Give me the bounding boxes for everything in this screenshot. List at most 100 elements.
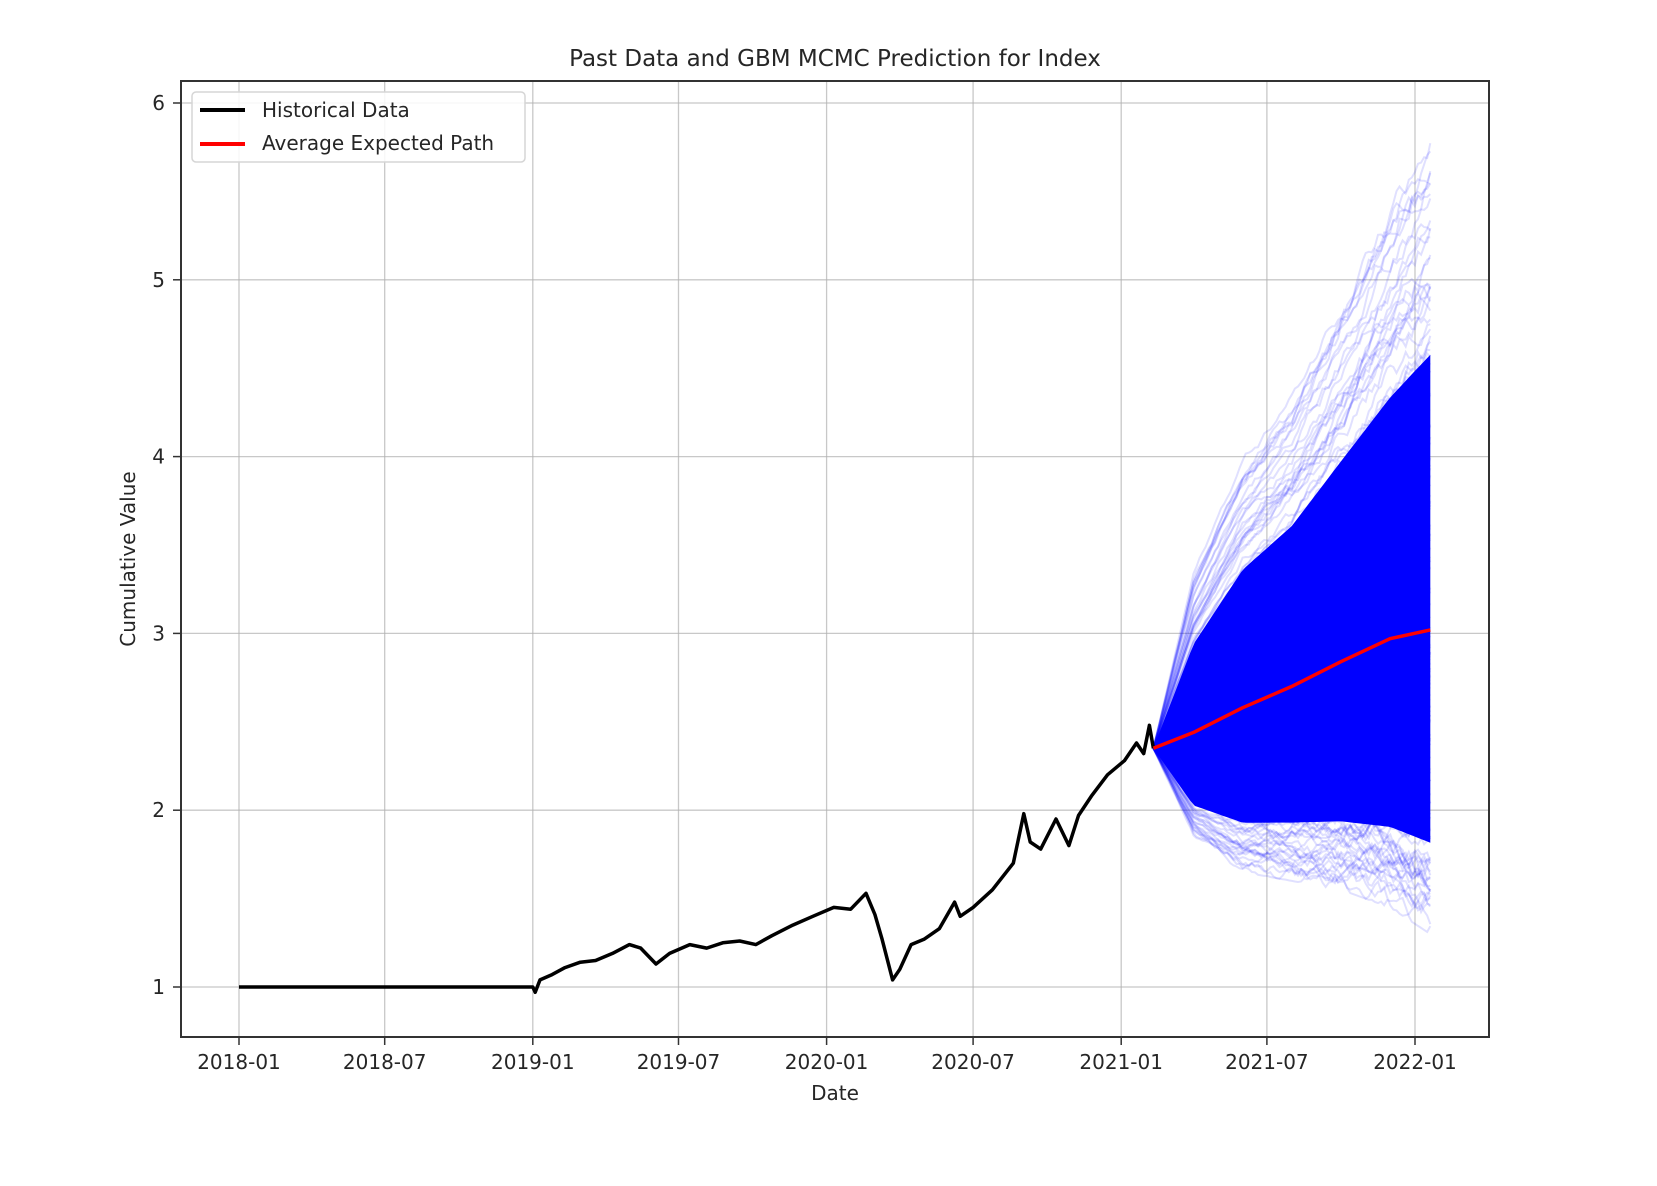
y-tick-label: 3 (152, 621, 165, 645)
simulated-path (1152, 254, 1432, 749)
y-axis-label: Cumulative Value (116, 471, 140, 646)
legend: Historical Data Average Expected Path (191, 91, 526, 163)
simulated-path (1152, 519, 1431, 749)
simulated-path (1153, 664, 1432, 750)
simulated-path (1152, 547, 1432, 750)
y-tick-label: 5 (152, 268, 165, 292)
simulated-path (1152, 747, 1431, 806)
simulated-path (1152, 425, 1432, 749)
simulated-path (1152, 341, 1432, 749)
historical-data-line (239, 723, 1156, 995)
simulated-path (1153, 651, 1432, 750)
simulated-path (1153, 685, 1431, 758)
simulated-path (1153, 634, 1432, 750)
simulated-path (1152, 494, 1432, 749)
simulated-path (1152, 747, 1432, 804)
simulated-path (1152, 285, 1432, 749)
simulated-path (1152, 716, 1432, 772)
simulated-path (1152, 424, 1432, 749)
simulated-path (1152, 747, 1432, 891)
simulated-path (1152, 227, 1432, 749)
x-axis-label: Date (811, 1081, 859, 1105)
simulated-path (1152, 500, 1432, 749)
simulated-path (1152, 532, 1432, 750)
simulated-path (1152, 747, 1432, 827)
simulated-path (1152, 747, 1432, 783)
series-lines (239, 628, 1431, 995)
simulated-path (1153, 679, 1432, 754)
y-tick-label: 1 (152, 975, 165, 999)
simulated-path (1153, 635, 1432, 750)
simulated-path (1153, 705, 1431, 762)
axes-frame (180, 80, 1490, 1038)
simulated-path (1152, 394, 1432, 749)
simulated-path (1153, 674, 1432, 757)
simulated-path (1152, 747, 1432, 874)
simulated-path (1152, 236, 1431, 749)
simulated-path (1152, 747, 1431, 882)
x-tick-label: 2022-01 (1373, 1050, 1457, 1074)
simulated-path (1153, 642, 1431, 750)
simulated-path (1152, 282, 1431, 749)
chart-title: Past Data and GBM MCMC Prediction for In… (569, 46, 1101, 72)
simulated-path (1152, 170, 1432, 749)
simulated-path (1152, 351, 1431, 749)
simulated-path (1152, 504, 1432, 749)
simulated-path (1152, 747, 1432, 797)
simulated-path (1152, 731, 1432, 781)
simulated-path (1152, 747, 1431, 899)
x-tick-label: 2021-07 (1225, 1050, 1309, 1074)
x-tick-label: 2020-07 (931, 1050, 1015, 1074)
simulated-path (1152, 747, 1432, 925)
simulated-path (1152, 507, 1432, 749)
x-tick-label: 2019-07 (637, 1050, 721, 1074)
simulated-path (1152, 557, 1431, 750)
x-tick-label: 2021-01 (1079, 1050, 1163, 1074)
simulated-path (1152, 747, 1431, 847)
simulated-path (1153, 682, 1431, 753)
simulated-path (1152, 464, 1432, 749)
y-tick-label: 4 (152, 445, 165, 469)
simulated-path (1152, 220, 1432, 749)
simulated-path (1152, 150, 1432, 749)
simulated-path (1152, 581, 1432, 750)
simulated-path (1153, 672, 1431, 750)
simulated-path (1153, 644, 1432, 750)
simulated-path (1153, 636, 1432, 750)
x-tick-label: 2018-07 (343, 1050, 427, 1074)
simulated-path (1153, 694, 1432, 765)
simulated-path (1152, 182, 1432, 749)
simulated-path (1152, 719, 1432, 778)
simulated-path (1152, 747, 1432, 863)
simulated-path (1152, 172, 1432, 749)
simulated-path (1153, 660, 1432, 750)
simulated-path (1152, 286, 1432, 749)
simulated-path (1152, 501, 1432, 749)
simulated-path (1152, 566, 1432, 750)
simulated-path (1152, 747, 1431, 848)
simulated-path (1152, 747, 1431, 917)
simulated-path (1152, 442, 1432, 749)
simulated-path (1153, 669, 1431, 757)
simulated-path (1152, 534, 1432, 749)
simulated-paths (1152, 142, 1432, 934)
simulated-path (1152, 747, 1432, 818)
simulated-path (1152, 726, 1431, 777)
simulated-path (1153, 673, 1432, 758)
average-expected-path-line (1152, 628, 1431, 750)
simulated-path (1153, 694, 1431, 766)
simulated-path (1152, 223, 1432, 749)
x-axis: 2018-01 2018-07 2019-01 2019-07 2020-01 2020-… (197, 1037, 1457, 1074)
simulated-path (1152, 408, 1431, 749)
simulated-path (1152, 277, 1432, 749)
simulated-path (1153, 641, 1431, 750)
simulated-path (1152, 475, 1432, 749)
simulated-path (1152, 198, 1432, 749)
simulated-path (1152, 712, 1432, 772)
simulated-path (1152, 464, 1432, 749)
x-tick-label: 2018-01 (197, 1050, 281, 1074)
simulated-path (1152, 362, 1432, 749)
simulated-path (1152, 285, 1432, 749)
simulated-path (1152, 747, 1432, 880)
simulated-path (1152, 181, 1431, 749)
